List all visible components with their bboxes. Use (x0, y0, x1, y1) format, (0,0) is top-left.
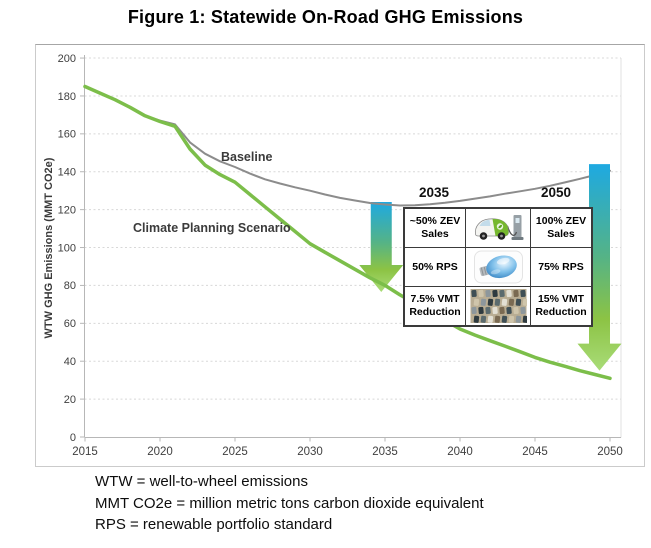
2050-reduction-arrow (577, 164, 622, 371)
cell-2050-rps: 75% RPS (530, 247, 593, 287)
inset-row-zev: ~50% ZEV Sales 100% ZEV Sales (403, 207, 593, 248)
x-tick-label: 2025 (222, 446, 248, 458)
footnotes-block: WTW = well-to-wheel emissions MMT CO2e =… (95, 471, 484, 536)
traffic-icon (470, 289, 527, 323)
x-tick-label: 2015 (72, 446, 98, 458)
y-tick-label: 200 (58, 53, 76, 65)
cell-2050-zev: 100% ZEV Sales (530, 207, 593, 248)
x-tick-label: 2045 (522, 446, 548, 458)
x-tick-label: 2040 (447, 446, 473, 458)
figure-title: Figure 1: Statewide On-Road GHG Emission… (127, 7, 524, 27)
inset-row-vmt: 7.5% VMT Reduction 15% VMT Reduction (403, 286, 593, 327)
y-axis-title: WTW GHG Emissions (MMT CO2e) (43, 157, 55, 338)
y-tick-label: 100 (58, 242, 76, 254)
electric-car-image (465, 207, 531, 248)
2035-reduction-arrow (359, 202, 404, 293)
inset-col-header-2050: 2050 (540, 185, 572, 200)
cell-2050-vmt: 15% VMT Reduction (530, 286, 593, 327)
inset-row-rps: 50% RPS (403, 247, 593, 287)
x-tick-label: 2050 (597, 446, 623, 458)
climate-series-label: Climate Planning Scenario (133, 221, 291, 235)
x-tick-label: 2030 (297, 446, 323, 458)
lightbulb-icon (473, 250, 523, 284)
inset-col-header-2035: 2035 (418, 185, 450, 200)
y-tick-label: 80 (64, 280, 76, 292)
traffic-image (465, 286, 531, 327)
baseline-series-label: Baseline (221, 150, 273, 164)
series-line-climate-planning-scenario (83, 84, 612, 381)
footnote-wtw: WTW = well-to-wheel emissions (95, 473, 308, 490)
y-tick-label: 60 (64, 318, 76, 330)
y-tick-label: 160 (58, 129, 76, 141)
cell-2035-zev: ~50% ZEV Sales (403, 207, 466, 248)
footnote-mmt: MMT CO2e = million metric tons carbon di… (95, 494, 484, 512)
y-tick-label: 40 (64, 356, 76, 368)
footnote-rps: RPS = renewable portfolio standard (95, 516, 333, 533)
x-tick-label: 2020 (147, 446, 173, 458)
electric-car-icon (474, 215, 523, 240)
x-tick-label: 2035 (372, 446, 398, 458)
lightbulb-image (465, 247, 531, 287)
y-tick-label: 180 (58, 91, 76, 103)
cell-2035-rps: 50% RPS (403, 247, 466, 287)
scenario-inset-table: ~50% ZEV Sales 100% ZEV Sales (403, 207, 593, 327)
y-tick-label: 20 (64, 394, 76, 406)
y-tick-label: 120 (58, 204, 76, 216)
cell-2035-vmt: 7.5% VMT Reduction (403, 286, 466, 327)
y-tick-label: 0 (70, 432, 76, 444)
y-tick-label: 140 (58, 167, 76, 179)
